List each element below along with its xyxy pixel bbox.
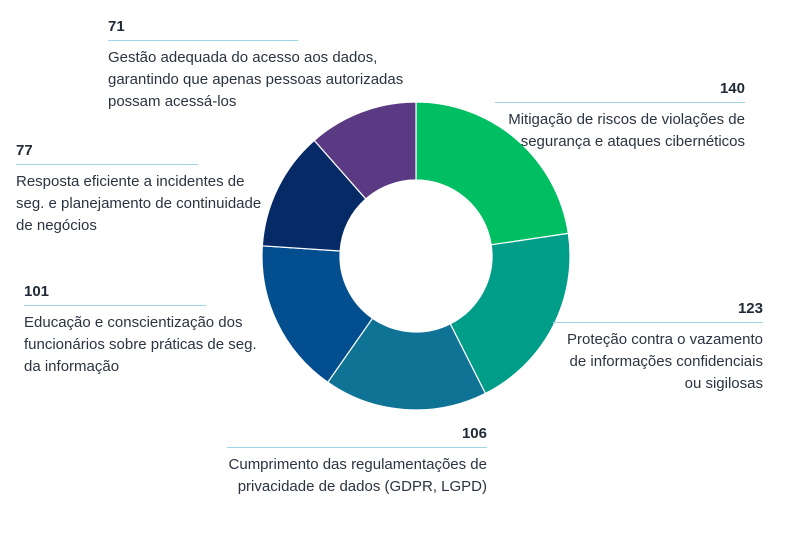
slice-category-label: Educação e conscientização dos funcionár…	[24, 314, 257, 375]
label-group-slice-1: 123 Proteção contra o vazamento de infor…	[553, 300, 763, 395]
donut-slice-1	[449, 232, 571, 395]
slice-value-label: 77	[16, 142, 33, 159]
slice-value-label: 71	[108, 18, 125, 35]
slice-value-label: 140	[719, 80, 745, 97]
label-group-slice-0: 140 Mitigação de riscos de violações de …	[495, 80, 745, 153]
label-group-slice-3: 101 Educação e conscientização dos funci…	[24, 283, 274, 378]
donut-slice-2	[326, 317, 487, 411]
donut-slice-3	[261, 245, 374, 384]
label-group-slice-2: 106 Cumprimento das regulamentações de p…	[227, 425, 487, 498]
label-divider	[108, 40, 298, 41]
label-divider	[24, 305, 206, 306]
slice-value-label: 106	[461, 425, 487, 442]
slice-category-label: Proteção contra o vazamento de informaçõ…	[567, 331, 763, 392]
slice-value-label: 101	[24, 283, 50, 300]
label-divider	[227, 447, 487, 448]
slice-category-label: Resposta eficiente a incidentes de seg. …	[16, 173, 262, 234]
label-divider	[553, 322, 763, 323]
label-divider	[495, 102, 745, 103]
slice-value-label: 123	[737, 300, 763, 317]
slice-category-label: Cumprimento das regulamentações de priva…	[228, 456, 487, 495]
donut-slice-5	[313, 101, 417, 200]
label-group-slice-5: 71 Gestão adequada do acesso aos dados, …	[108, 18, 408, 113]
slice-category-label: Mitigação de riscos de violações de segu…	[508, 111, 745, 150]
donut-slice-0	[415, 101, 570, 246]
label-divider	[16, 164, 198, 165]
label-group-slice-4: 77 Resposta eficiente a incidentes de se…	[16, 142, 266, 237]
slice-category-label: Gestão adequada do acesso aos dados, gar…	[108, 49, 404, 110]
